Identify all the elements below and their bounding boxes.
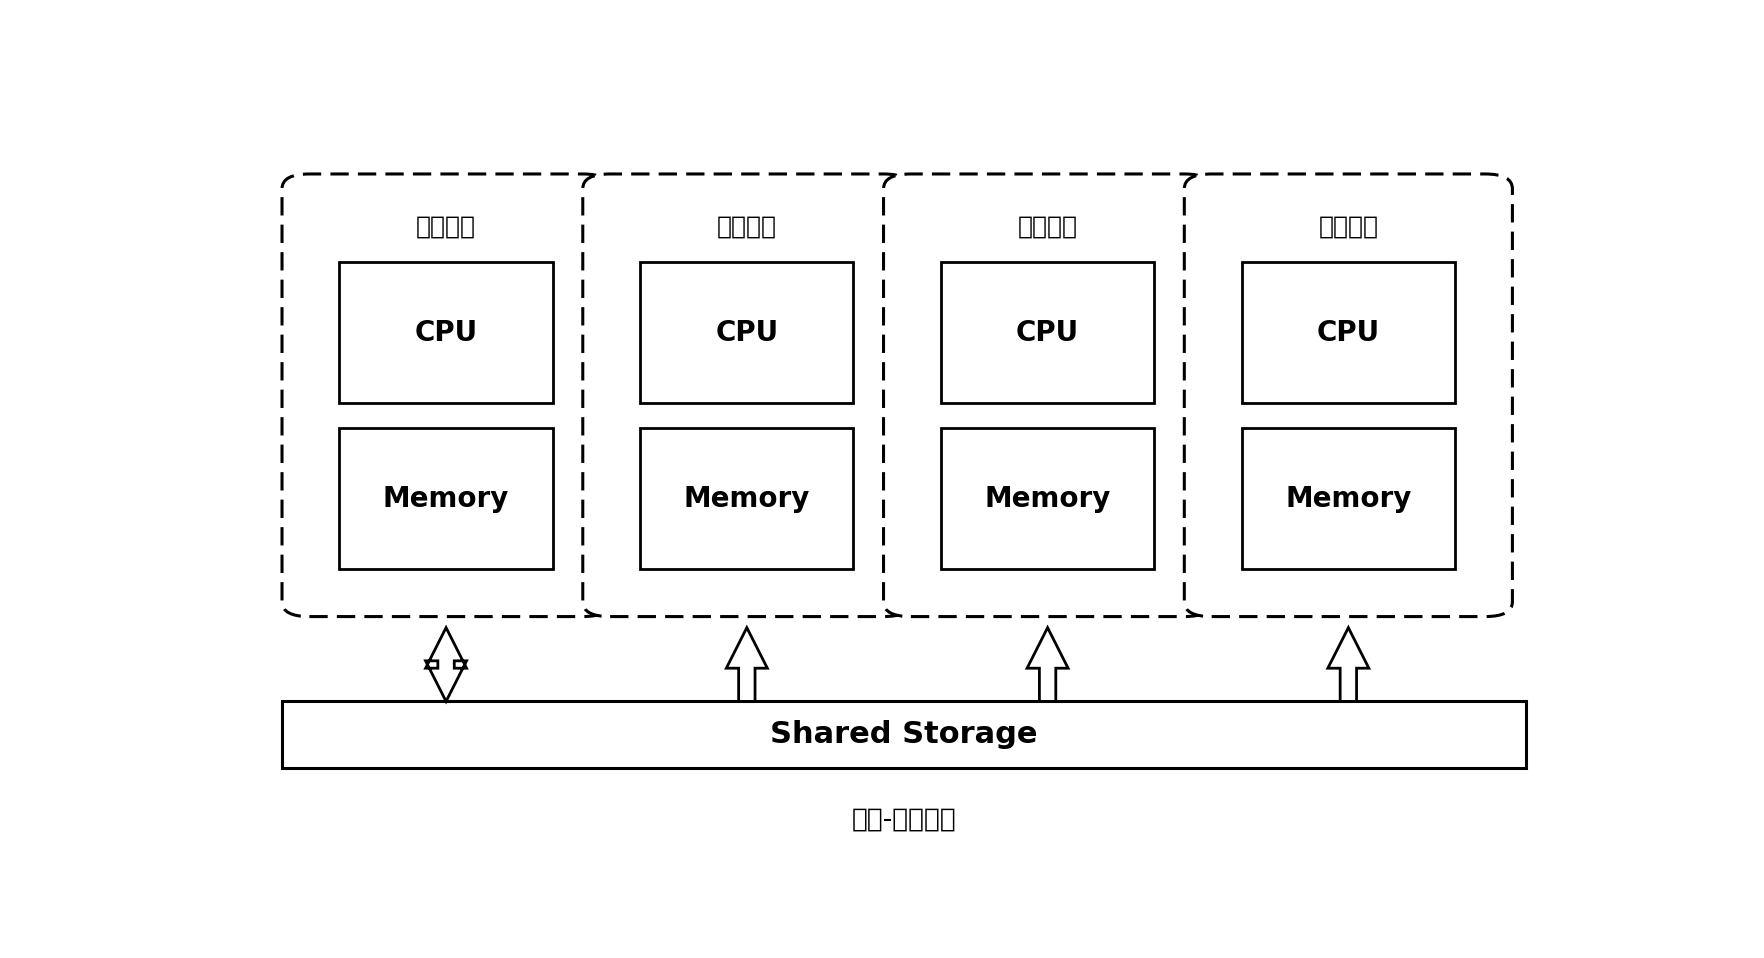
FancyBboxPatch shape [640, 262, 854, 402]
Polygon shape [727, 627, 767, 701]
Text: 读写节点: 读写节点 [416, 215, 476, 239]
FancyBboxPatch shape [1184, 174, 1512, 617]
Text: Memory: Memory [984, 485, 1111, 513]
FancyBboxPatch shape [1242, 262, 1455, 402]
FancyBboxPatch shape [582, 174, 910, 617]
FancyBboxPatch shape [884, 174, 1212, 617]
Text: 计算-存储分离: 计算-存储分离 [852, 807, 956, 833]
FancyBboxPatch shape [940, 262, 1154, 402]
Text: 只读节点: 只读节点 [1018, 215, 1078, 239]
Text: Memory: Memory [383, 485, 510, 513]
Text: 只读节点: 只读节点 [716, 215, 776, 239]
FancyBboxPatch shape [940, 428, 1154, 569]
FancyBboxPatch shape [1242, 428, 1455, 569]
Text: 只读节点: 只读节点 [1318, 215, 1378, 239]
Polygon shape [1328, 627, 1369, 701]
Text: CPU: CPU [714, 319, 778, 347]
Text: CPU: CPU [415, 319, 478, 347]
Polygon shape [425, 627, 466, 701]
Text: Memory: Memory [1286, 485, 1411, 513]
FancyBboxPatch shape [282, 701, 1526, 767]
FancyBboxPatch shape [282, 174, 610, 617]
Text: Memory: Memory [684, 485, 810, 513]
Text: Shared Storage: Shared Storage [771, 720, 1037, 749]
FancyBboxPatch shape [339, 262, 552, 402]
FancyBboxPatch shape [640, 428, 854, 569]
FancyBboxPatch shape [339, 428, 552, 569]
Text: CPU: CPU [1016, 319, 1080, 347]
Polygon shape [1027, 627, 1069, 701]
Text: CPU: CPU [1316, 319, 1379, 347]
